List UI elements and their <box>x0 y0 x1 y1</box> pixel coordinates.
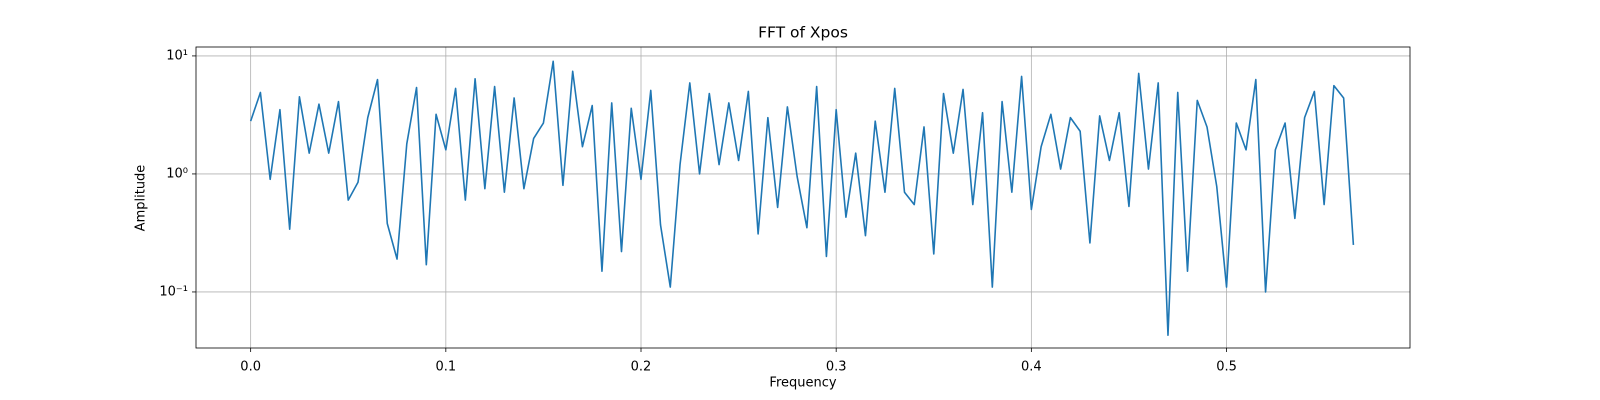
x-tick-label: 0.1 <box>435 360 456 375</box>
x-tick-label: 0.5 <box>1216 360 1237 375</box>
y-tick-label: 10⁻¹ <box>159 284 188 299</box>
x-axis-label: Frequency <box>769 376 836 391</box>
x-tick-label: 0.2 <box>631 360 652 375</box>
plot-frame <box>195 46 1411 349</box>
x-tick-label: 0.3 <box>826 360 847 375</box>
y-tick-label: 10⁰ <box>166 166 188 181</box>
y-tick-label: 10¹ <box>166 48 188 63</box>
chart-title: FFT of Xpos <box>758 24 848 42</box>
x-tick-label: 0.0 <box>240 360 261 375</box>
x-tick-label: 0.4 <box>1021 360 1042 375</box>
y-axis-label: Amplitude <box>134 165 149 232</box>
data-line <box>249 60 1355 336</box>
